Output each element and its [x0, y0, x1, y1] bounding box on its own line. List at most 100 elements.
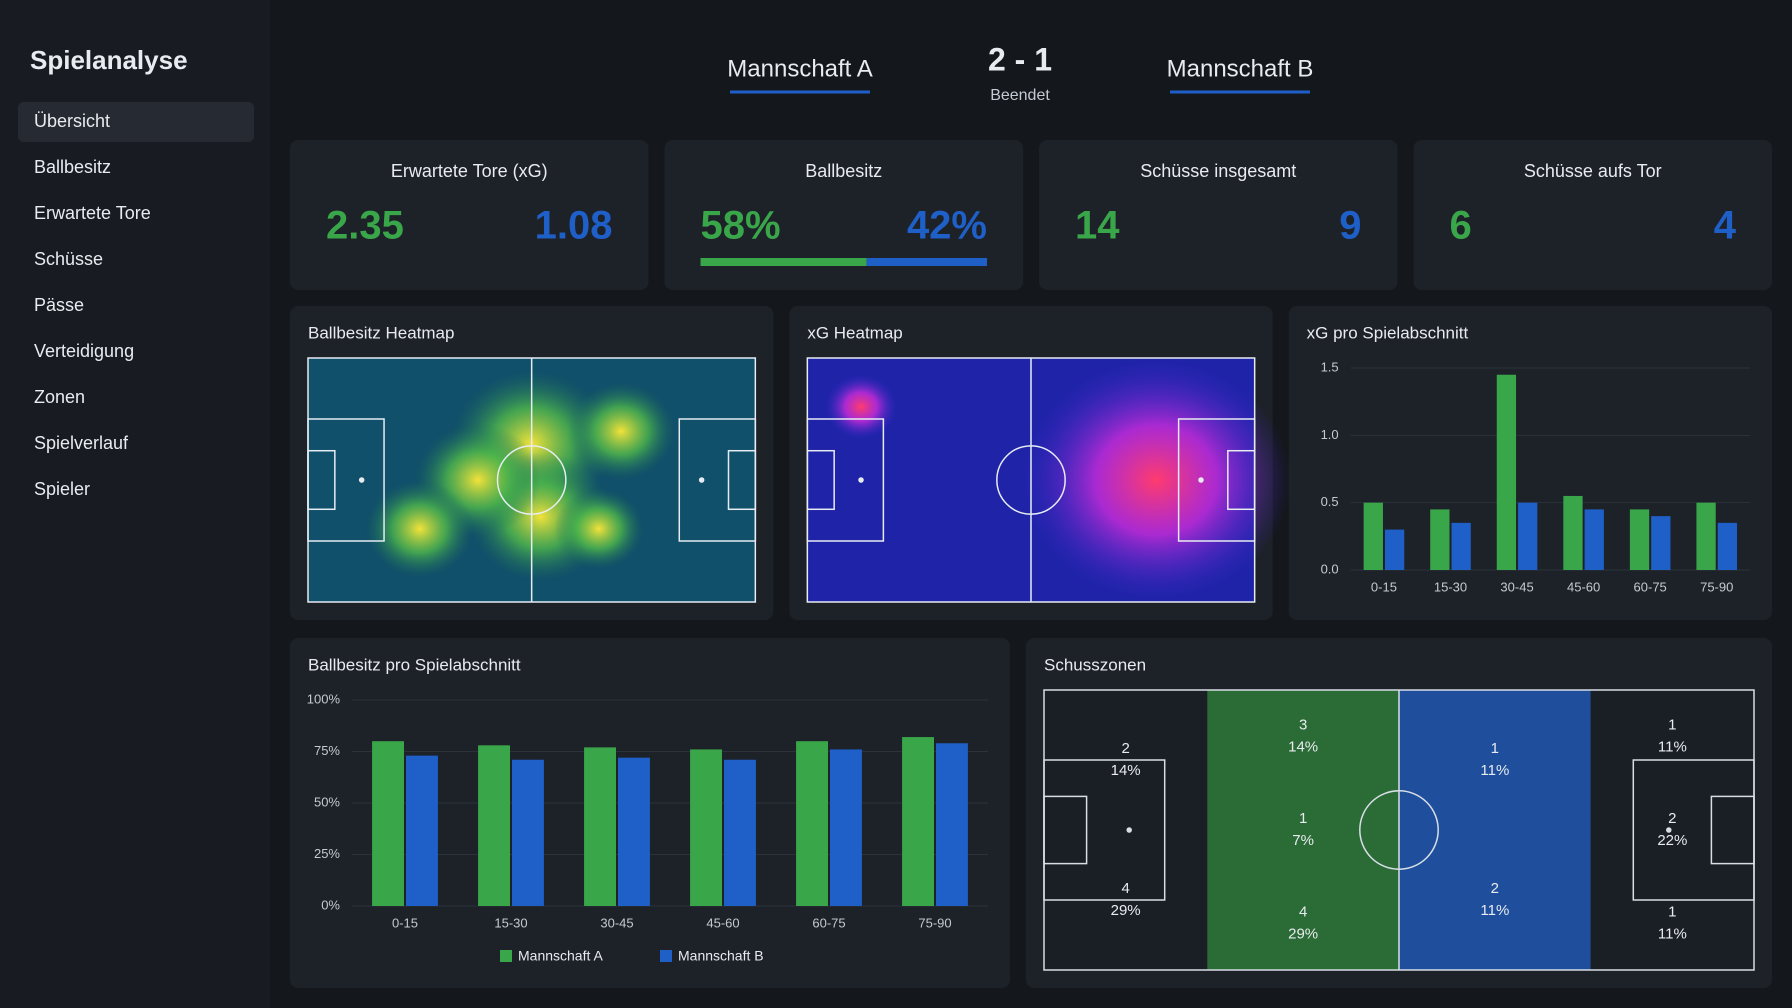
bar [1384, 529, 1405, 570]
bar [512, 759, 544, 906]
x-tick-label: 15-30 [494, 915, 527, 930]
zone-shots: 2 [1491, 880, 1499, 897]
bar [1430, 509, 1450, 570]
x-tick-label: 75-90 [1700, 579, 1733, 594]
zone-share: 29% [1111, 902, 1141, 919]
zone-share: 14% [1288, 739, 1318, 756]
zone-share: 11% [1480, 762, 1509, 779]
bar [1518, 502, 1538, 570]
kpi-value-a: 6 [1450, 204, 1472, 248]
nav-item[interactable]: Pässe [34, 295, 84, 315]
bar [1363, 502, 1383, 570]
heat-blob [825, 374, 897, 440]
x-tick-label: 45-60 [1567, 579, 1600, 594]
bar [1563, 495, 1583, 570]
bar [1584, 509, 1604, 570]
heat-blob [567, 382, 675, 480]
status: Beendet [990, 87, 1050, 104]
goal-box-right [727, 449, 757, 511]
zone-share: 11% [1658, 739, 1687, 756]
bar [1629, 509, 1650, 570]
zone-share: 29% [1288, 925, 1318, 942]
y-tick-label: 0% [321, 897, 340, 912]
zone-shots: 2 [1668, 810, 1676, 827]
zone-shots: 4 [1121, 880, 1129, 897]
chart-title: xG pro Spielabschnitt [1307, 323, 1469, 342]
kpi-card [1413, 140, 1772, 290]
zone-share: 22% [1657, 832, 1687, 849]
bar [478, 745, 510, 906]
zone-shots: 1 [1299, 810, 1307, 827]
zone-column [1399, 690, 1591, 970]
centre-circle [496, 445, 567, 515]
possession-bar-a [700, 258, 867, 266]
legend-label: Mannschaft B [678, 948, 764, 964]
spot-left [358, 477, 365, 483]
zone-shots: 3 [1299, 717, 1307, 734]
kpi-title: Erwartete Tore (xG) [391, 161, 548, 181]
y-tick-label: 0.0 [1321, 561, 1339, 576]
active-item-bg [18, 102, 254, 142]
zone-shots: 2 [1121, 740, 1129, 757]
zone-shots: 1 [1668, 903, 1676, 920]
nav-item[interactable]: Verteidigung [34, 341, 134, 361]
goal-box-right [1227, 449, 1256, 511]
nav-item[interactable]: Schüsse [34, 249, 103, 269]
possession-bar-b [866, 258, 987, 266]
centre-circle [1359, 790, 1439, 870]
chart-title: Ballbesitz pro Spielabschnitt [308, 655, 521, 674]
goal-box-left [1043, 795, 1088, 865]
nav-item[interactable]: Ballbesitz [34, 157, 111, 177]
kpi-card [290, 140, 649, 290]
kpi-value-a: 58% [701, 204, 781, 248]
nav-item[interactable]: Spielverlauf [34, 433, 129, 453]
bar [1451, 522, 1471, 570]
bar [796, 741, 828, 906]
spot-right [698, 477, 705, 483]
spot-left [858, 477, 864, 483]
bar [902, 737, 934, 906]
zone-share: 11% [1480, 902, 1509, 919]
team-a: Mannschaft A [727, 55, 872, 82]
zone-shots: 4 [1299, 903, 1307, 920]
heatmap-title: Ballbesitz Heatmap [308, 323, 454, 342]
nav-item[interactable]: Zonen [34, 387, 85, 407]
sidebar [0, 0, 270, 1008]
goal-box-left [806, 449, 835, 511]
kpi-value-b: 1.08 [535, 204, 613, 248]
bar [690, 749, 722, 906]
bar [584, 747, 616, 906]
zone-shots: 1 [1668, 717, 1676, 734]
zone-column [1590, 690, 1754, 970]
y-tick-label: 75% [314, 743, 340, 758]
pitch [307, 357, 757, 603]
zone-shots: 1 [1491, 740, 1499, 757]
kpi-value-a: 2.35 [326, 204, 404, 248]
nav-item[interactable]: Erwartete Tore [34, 203, 151, 223]
y-tick-label: 1.5 [1321, 359, 1339, 374]
x-tick-label: 75-90 [918, 915, 951, 930]
kpi-card [1039, 140, 1398, 290]
heatmap-title: xG Heatmap [807, 323, 902, 342]
bar [618, 757, 650, 906]
kpi-title: Schüsse aufs Tor [1524, 161, 1662, 181]
zone-share: 11% [1658, 925, 1687, 942]
pitch [806, 357, 1256, 603]
heat-blob [1022, 359, 1291, 601]
goal-box-right [1710, 795, 1755, 865]
bar [1651, 516, 1671, 570]
sidebar-title: Spielanalyse [30, 45, 188, 75]
nav-item[interactable]: Spieler [34, 479, 90, 499]
bar [372, 741, 404, 906]
zone-column [1044, 690, 1208, 970]
y-tick-label: 100% [307, 691, 341, 706]
kpi-value-b: 4 [1714, 204, 1737, 248]
bar [830, 749, 862, 906]
x-tick-label: 60-75 [812, 915, 845, 930]
nav-item[interactable]: Übersicht [34, 111, 110, 131]
kpi-value-a: 14 [1075, 204, 1120, 248]
x-tick-label: 45-60 [706, 915, 739, 930]
kpi-title: Ballbesitz [805, 161, 882, 181]
